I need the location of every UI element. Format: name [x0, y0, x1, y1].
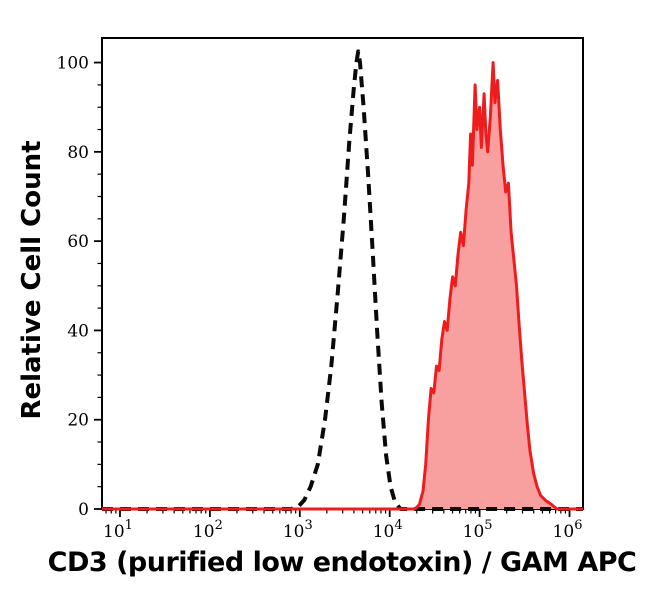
x-tick-label: 101 — [103, 518, 133, 542]
x-tick-label: 105 — [463, 518, 493, 542]
negative-control-curve — [102, 49, 583, 511]
y-tick-label: 100 — [57, 54, 89, 74]
y-tick-label: 20 — [67, 411, 89, 431]
x-tick-label: 102 — [193, 518, 223, 542]
y-axis-label: Relative Cell Count — [17, 140, 47, 420]
stained-histogram-fill — [102, 62, 583, 509]
y-tick-label: 80 — [67, 143, 89, 163]
y-tick-label: 0 — [78, 500, 89, 520]
x-tick-label: 106 — [553, 518, 583, 542]
x-axis-label: CD3 (purified low endotoxin) / GAM APC — [47, 547, 637, 578]
stained-histogram-curve — [102, 61, 583, 511]
x-tick-label: 103 — [283, 518, 313, 542]
y-tick-label: 60 — [67, 232, 89, 252]
x-tick-label: 104 — [373, 518, 403, 542]
y-tick-label: 40 — [67, 321, 89, 341]
